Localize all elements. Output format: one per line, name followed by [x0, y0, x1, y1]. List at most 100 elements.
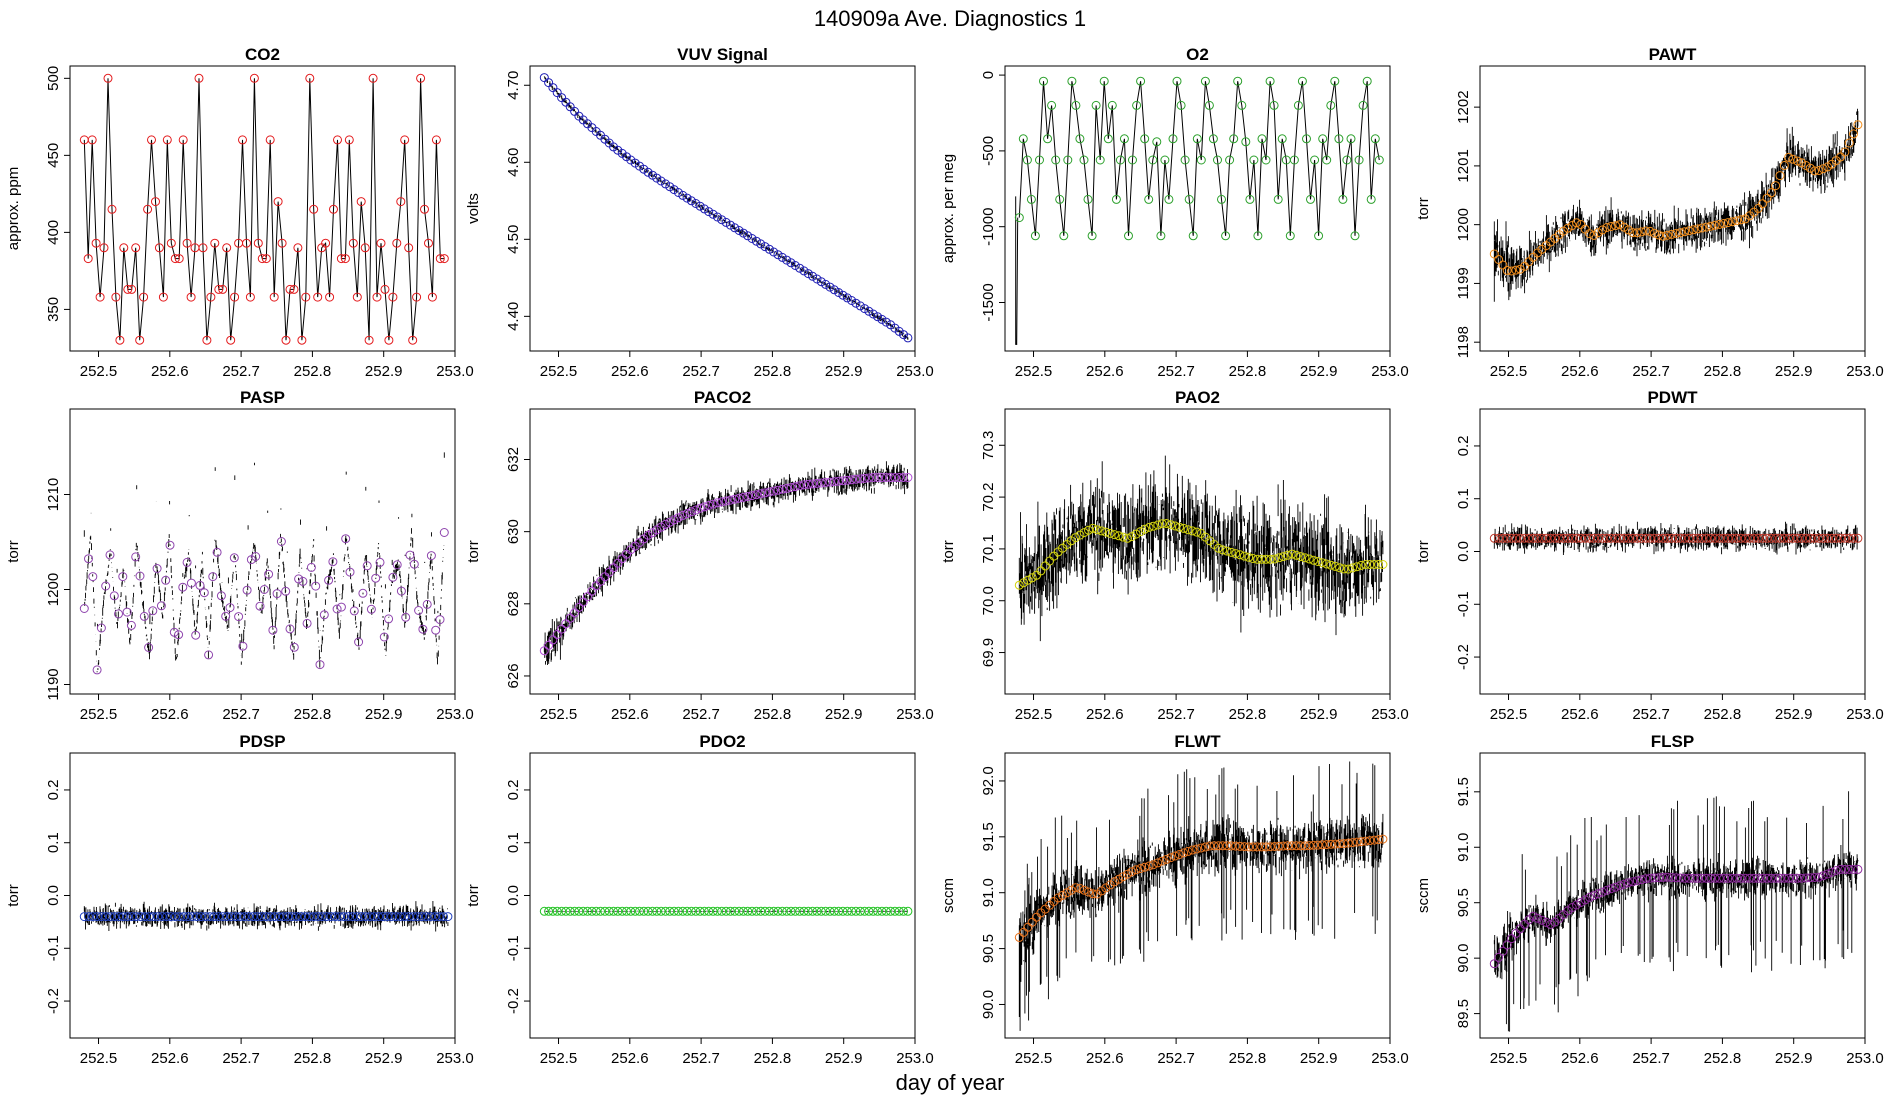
- data-point: [285, 624, 295, 634]
- data-point: [1502, 533, 1512, 543]
- data-point: [1075, 883, 1085, 893]
- ytick-label: 626: [505, 663, 522, 688]
- ytick-label: 90.5: [980, 934, 997, 963]
- ytick-label: 4.60: [505, 148, 522, 177]
- data-point: [1101, 527, 1111, 537]
- data-point: [1844, 864, 1854, 874]
- data-point: [886, 906, 896, 916]
- data-point: [1615, 220, 1625, 230]
- data-point: [175, 912, 184, 922]
- data-point: [1087, 231, 1097, 241]
- data-point: [1099, 76, 1109, 86]
- plot-frame-pawt: [1479, 65, 1866, 352]
- data-point: [1688, 225, 1698, 235]
- ytick-label: 90.0: [1455, 944, 1472, 973]
- data-point: [1714, 533, 1724, 543]
- data-point: [1261, 842, 1271, 852]
- ytick-label: 628: [505, 591, 522, 616]
- data-point: [209, 912, 219, 922]
- data-point: [1710, 533, 1720, 543]
- data-point: [868, 906, 878, 916]
- data-point: [161, 575, 171, 585]
- xtick-label: 252.7: [682, 363, 720, 380]
- plot-area-pdo2: [539, 906, 913, 916]
- data-point: [345, 567, 355, 577]
- data-point: [1732, 533, 1742, 543]
- data-point: [1515, 533, 1525, 543]
- data-point: [123, 912, 132, 922]
- data-point: [539, 906, 549, 916]
- xtick-label: 252.5: [540, 363, 578, 380]
- data-point: [405, 550, 415, 560]
- data-point: [1602, 533, 1612, 543]
- data-point: [431, 135, 441, 145]
- data-point: [1326, 839, 1336, 849]
- data-point: [1313, 557, 1323, 566]
- data-point: [110, 912, 120, 922]
- data-point: [1636, 533, 1646, 543]
- data-point: [1014, 213, 1024, 223]
- ytick-label: 400: [45, 220, 62, 245]
- data-point: [1814, 533, 1824, 543]
- data-point: [760, 488, 770, 498]
- ytick-label: 500: [45, 66, 62, 91]
- data-point: [574, 602, 584, 612]
- xtick-label: 252.8: [294, 706, 332, 723]
- ytick-label: 632: [505, 447, 522, 472]
- data-point: [1671, 533, 1681, 543]
- data-point: [1775, 873, 1785, 883]
- data-point: [1684, 226, 1694, 236]
- panel-pao2: PAO2 torr 252.5 252.6 252.7 252.8 252.9 253.0 69…: [940, 388, 1409, 723]
- data-point: [682, 509, 692, 519]
- data-point: [1849, 864, 1858, 874]
- data-point: [825, 477, 835, 487]
- data-point: [369, 912, 379, 922]
- data-point: [648, 906, 657, 916]
- data-point: [1229, 134, 1239, 144]
- data-point: [119, 243, 129, 253]
- data-point: [834, 906, 844, 916]
- data-point: [412, 292, 422, 302]
- data-point: [1071, 883, 1080, 893]
- data-point: [1310, 155, 1320, 165]
- data-point: [388, 292, 398, 302]
- data-point: [1144, 522, 1154, 532]
- data-point: [717, 497, 727, 507]
- data-point: [1027, 917, 1037, 927]
- data-point: [1079, 885, 1089, 895]
- data-point: [1537, 533, 1547, 543]
- data-point: [1183, 525, 1193, 535]
- data-point: [695, 503, 705, 513]
- data-point: [1606, 533, 1616, 543]
- data-point: [609, 906, 618, 916]
- ytick-label: 4.50: [505, 225, 522, 254]
- data-point: [734, 226, 744, 235]
- ytick-label: 0.0: [1455, 541, 1472, 562]
- plot-area-paco2: [539, 461, 913, 665]
- data-point: [400, 135, 410, 145]
- data-point: [1252, 842, 1262, 852]
- ylabel-flwt: sccm: [940, 878, 957, 913]
- data-point: [1257, 842, 1267, 852]
- data-point: [1831, 533, 1841, 543]
- data-point: [166, 912, 176, 922]
- data-point: [886, 473, 896, 482]
- data-point: [552, 630, 562, 639]
- data-point: [418, 624, 428, 634]
- data-point: [1287, 549, 1297, 559]
- data-point: [1092, 525, 1102, 535]
- data-point: [1771, 533, 1781, 543]
- data-point: [1606, 884, 1616, 894]
- data-point: [1140, 862, 1150, 872]
- data-point: [179, 912, 189, 922]
- data-point: [225, 603, 235, 613]
- data-point: [829, 477, 839, 487]
- data-point: [1745, 533, 1755, 543]
- data-point: [686, 196, 696, 206]
- data-point: [1818, 871, 1828, 881]
- data-point: [1222, 546, 1232, 556]
- data-point: [1489, 533, 1499, 543]
- data-point: [92, 912, 102, 922]
- data-point: [268, 625, 278, 635]
